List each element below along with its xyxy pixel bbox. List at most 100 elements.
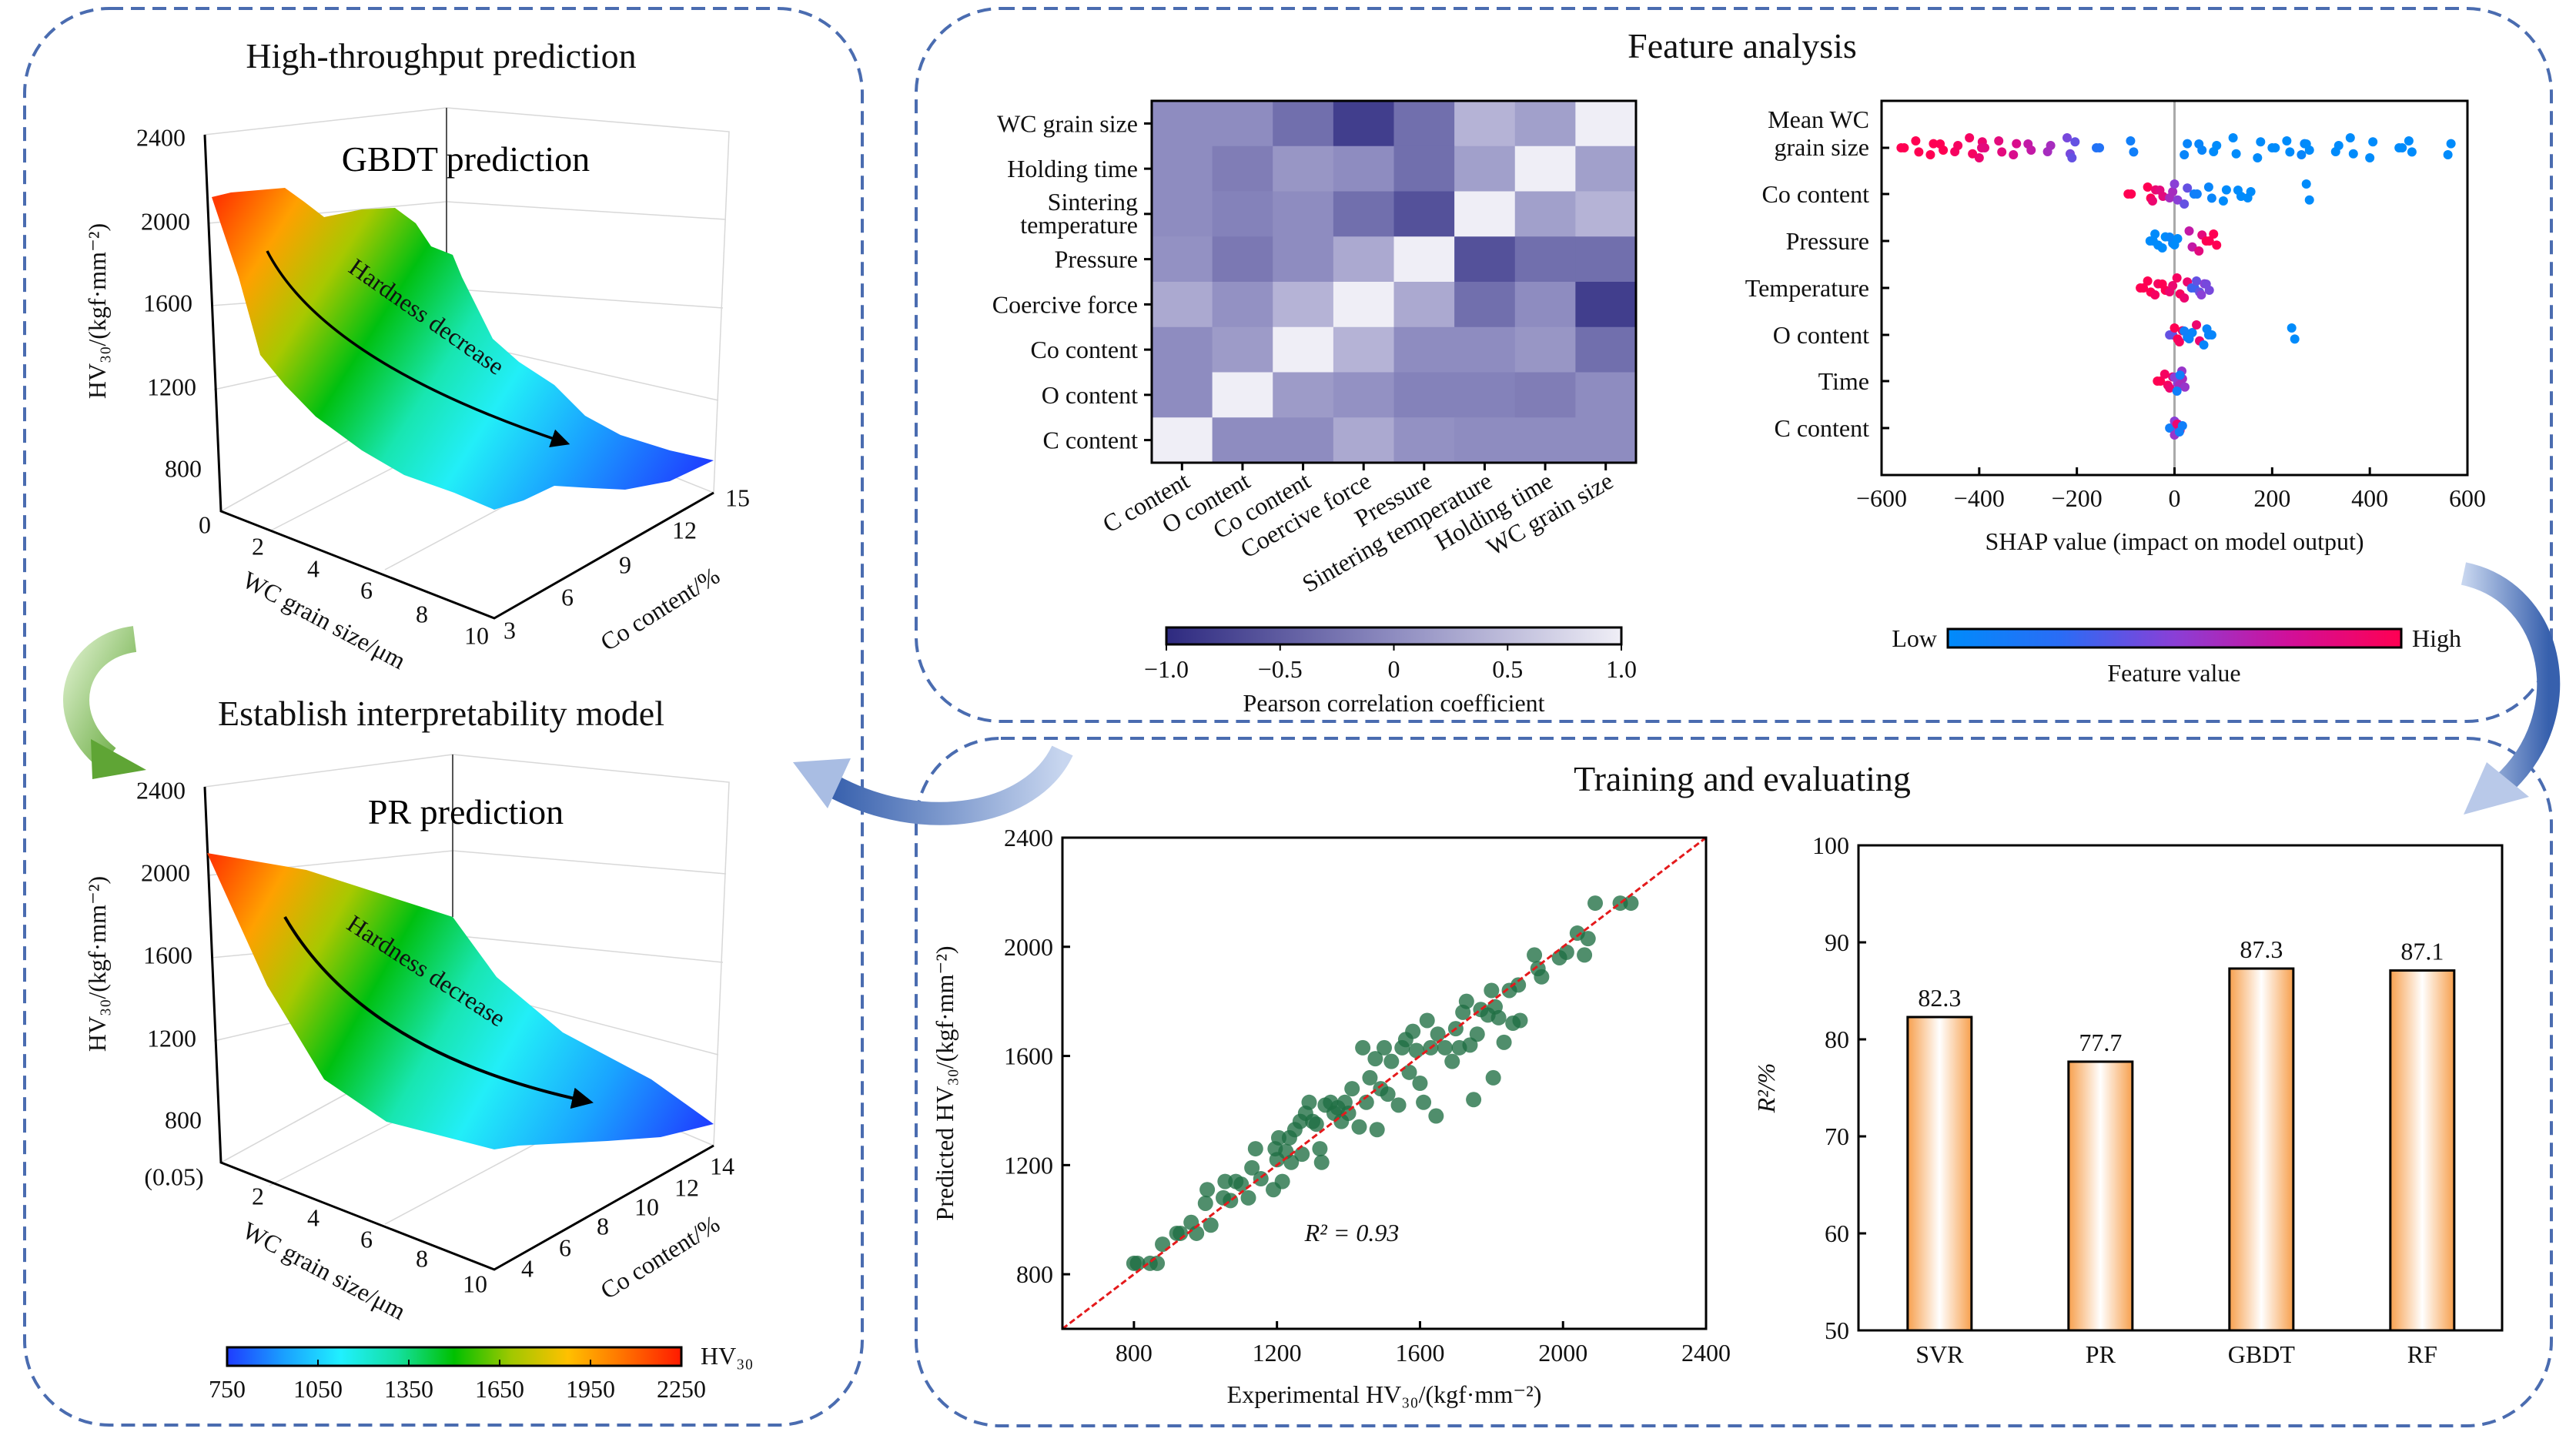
x-tick-label: 8 xyxy=(416,1244,428,1272)
shap-point xyxy=(2165,383,2175,393)
x-tick-label: 400 xyxy=(2351,484,2388,512)
bar-svr xyxy=(1906,1015,1973,1332)
heatmap-cell xyxy=(1393,146,1455,192)
scatter-point xyxy=(1408,1042,1424,1059)
shap-point xyxy=(2197,146,2207,155)
scatter-point xyxy=(1587,895,1604,912)
shap-point xyxy=(2026,146,2036,155)
shap-point xyxy=(2009,150,2019,159)
shap-point xyxy=(2192,320,2202,330)
hv-colorbar-tick-label: 1050 xyxy=(293,1375,343,1403)
x-tick-label: −600 xyxy=(1856,484,1907,512)
heatmap-cell xyxy=(1514,372,1576,418)
x-axis-label: WC grain size/μm xyxy=(238,1216,410,1325)
shap-point xyxy=(2256,137,2266,147)
heatmap-cell xyxy=(1152,101,1213,147)
heatmap-cell xyxy=(1514,191,1576,237)
x-tick-label: GBDT xyxy=(2228,1340,2296,1368)
shap-point xyxy=(2147,196,2157,206)
scatter-point xyxy=(1301,1094,1317,1110)
colorbar-low-label: Low xyxy=(1892,624,1937,652)
scatter-point xyxy=(1405,1023,1421,1039)
y-tick-label: 1600 xyxy=(1004,1042,1053,1070)
panel-title-training: Training and evaluating xyxy=(1574,759,1911,798)
y-tick-label: 2400 xyxy=(1004,824,1053,852)
colorbar-tick-label: −1.0 xyxy=(1144,655,1189,683)
y-axis-label: Co content/% xyxy=(595,1210,724,1304)
panel-title-high-throughput: High-throughput prediction xyxy=(246,36,636,75)
scatter-point xyxy=(1274,1173,1290,1189)
shap-point xyxy=(1914,147,1924,157)
scatter-point xyxy=(1437,1039,1453,1056)
shap-point xyxy=(2175,370,2185,380)
shap-point xyxy=(2221,185,2231,195)
heatmap-cell xyxy=(1212,282,1273,328)
hv-colorbar-tick-label: 1650 xyxy=(475,1375,524,1403)
bar-value-label: 82.3 xyxy=(1918,984,1961,1012)
shap-point xyxy=(1929,139,1939,149)
x-tick-label: −400 xyxy=(1954,484,2005,512)
shap-point xyxy=(2285,147,2295,157)
heatmap-cell xyxy=(1273,101,1334,147)
x-tick-label: 2400 xyxy=(1681,1339,1731,1367)
bar-value-label: 77.7 xyxy=(2079,1029,2122,1056)
heatmap-row-label: Co content xyxy=(1030,336,1138,363)
scatter-point xyxy=(1253,1171,1269,1187)
shap-point xyxy=(2180,293,2190,303)
z-tick-label: 2000 xyxy=(141,858,190,886)
shap-point xyxy=(2204,286,2214,295)
z-tick-label: 2400 xyxy=(136,776,186,804)
heatmap-cell xyxy=(1454,101,1516,147)
heatmap-cell xyxy=(1152,191,1213,237)
x-tick-label: 200 xyxy=(2253,484,2290,512)
shap-point xyxy=(2348,149,2358,159)
heatmap-cell xyxy=(1454,326,1516,373)
shap-point xyxy=(2126,189,2136,199)
hv-colorbar-gradient xyxy=(226,1346,683,1367)
scatter-point xyxy=(1458,993,1474,1009)
y-tick-label: 10 xyxy=(634,1193,659,1220)
heatmap-cell xyxy=(1273,236,1334,283)
x-tick-label: 1600 xyxy=(1395,1339,1444,1367)
pearson-colorbar xyxy=(1165,626,1623,646)
heatmap-cell xyxy=(1333,372,1394,418)
heatmap-row-label: Coercive force xyxy=(992,290,1138,318)
shap-point xyxy=(2206,330,2216,340)
scatter-point xyxy=(1244,1159,1260,1176)
scatter-point xyxy=(1510,977,1527,993)
shap-point xyxy=(2212,141,2222,150)
shap-point xyxy=(2150,290,2160,299)
bar-rf xyxy=(2389,969,2456,1332)
shap-point xyxy=(2184,226,2194,236)
hv-colorbar-tick-label: 1950 xyxy=(566,1375,615,1403)
heatmap-cell xyxy=(1514,146,1576,192)
shap-point xyxy=(2333,141,2343,150)
scatter-point xyxy=(1312,1141,1328,1157)
heatmap-cell xyxy=(1212,146,1273,192)
scatter-point xyxy=(1308,1116,1324,1133)
scatter-point xyxy=(1577,947,1593,963)
heatmap-cell xyxy=(1454,146,1516,192)
scatter-point xyxy=(1466,1092,1482,1108)
scatter-point xyxy=(1203,1217,1219,1233)
feature-value-colorbar xyxy=(1946,627,2403,649)
shap-feature-label: Time xyxy=(1818,367,1869,395)
shap-point xyxy=(2446,139,2456,149)
heatmap-cell xyxy=(1514,236,1576,283)
shap-point xyxy=(2183,183,2193,193)
scatter-point xyxy=(1496,1034,1512,1050)
x-tick-label: 10 xyxy=(464,621,489,649)
pr-title: PR prediction xyxy=(368,792,564,831)
heatmap-cell xyxy=(1514,326,1576,373)
y-tick-label: 8 xyxy=(597,1212,609,1240)
scatter-point xyxy=(1416,1094,1432,1110)
heatmap-cell xyxy=(1152,236,1213,283)
x-tick-label: 800 xyxy=(1116,1339,1153,1367)
heatmap-row-label: O content xyxy=(1042,381,1138,409)
x-tick-label: 8 xyxy=(416,600,428,627)
y-tick-label: 15 xyxy=(725,483,750,511)
shap-point xyxy=(2301,179,2311,189)
y-tick-label: 60 xyxy=(1825,1220,1849,1247)
shap-point xyxy=(2397,143,2407,152)
shap-point xyxy=(1965,133,1975,142)
